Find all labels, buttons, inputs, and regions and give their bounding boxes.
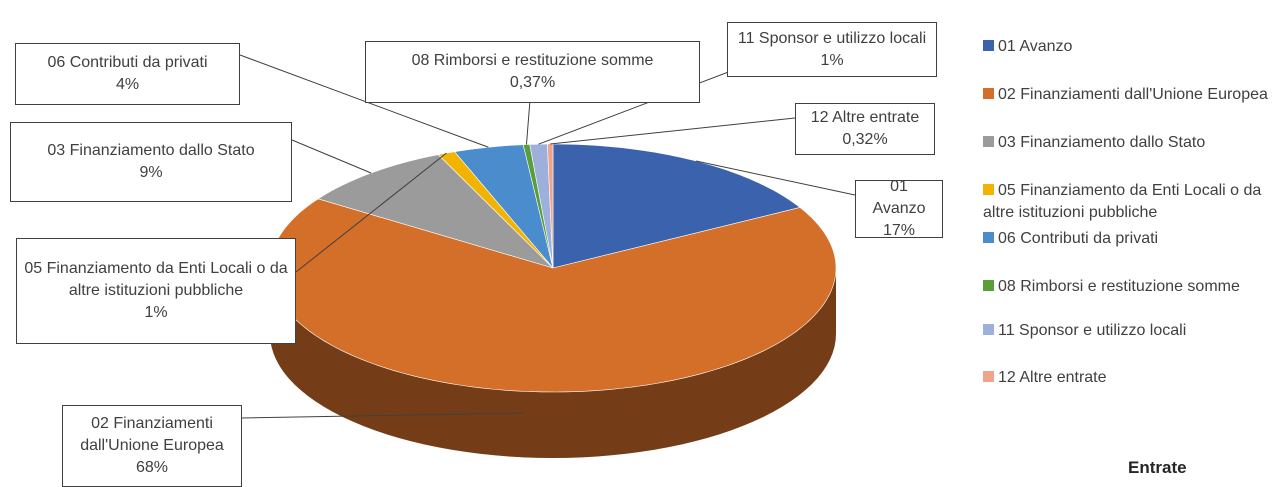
legend-entry: 08 Rimborsi e restituzione somme — [983, 276, 1283, 298]
label-value: 1% — [820, 51, 844, 69]
label-value: 1% — [144, 304, 168, 321]
label-category: 01 Avanzo — [872, 178, 926, 217]
label-value: 0,37% — [509, 74, 556, 91]
label-category: 08 Rimborsi e restituzione somme — [411, 52, 654, 69]
data-label: 11 Sponsor e utilizzo locali 1% — [727, 22, 937, 77]
legend-label: 01 Avanzo — [998, 38, 1073, 55]
label-value: 17% — [882, 222, 916, 239]
legend-swatch — [983, 232, 994, 243]
legend-entry: 12 Altre entrate — [983, 367, 1283, 389]
legend-swatch — [983, 184, 994, 195]
label-value: 9% — [139, 164, 163, 181]
leader-line — [696, 160, 856, 196]
leader-line — [241, 412, 524, 419]
pie-side — [270, 268, 836, 458]
legend-label: 05 Finanziamento da Enti Locali o da alt… — [983, 182, 1262, 221]
legend-swatch — [983, 324, 994, 335]
label-value: 4% — [115, 76, 140, 93]
leader-line — [525, 99, 531, 145]
label-category: 03 Finanziamento dallo Stato — [47, 142, 255, 159]
label-category: 06 Contributi da privati — [47, 54, 208, 71]
label-value: 68% — [135, 459, 169, 476]
label-category: 05 Finanziamento da Enti Locali o da alt… — [24, 260, 288, 299]
legend-label: 03 Finanziamento dallo Stato — [998, 134, 1206, 151]
data-label: 12 Altre entrate 0,32% — [795, 103, 935, 155]
legend-entry: 03 Finanziamento dallo Stato — [983, 132, 1283, 154]
legend-entry: 01 Avanzo — [983, 36, 1283, 58]
leader-line — [550, 117, 796, 145]
chart-title: Entrate — [1128, 458, 1187, 477]
legend-label: 11 Sponsor e utilizzo locali — [998, 322, 1187, 339]
leader-line — [295, 152, 447, 273]
legend-swatch — [983, 280, 994, 291]
data-label: 01 Avanzo 17% — [855, 178, 943, 239]
legend-swatch — [983, 40, 994, 51]
legend-entry: 11 Sponsor e utilizzo locali — [983, 320, 1283, 342]
legend-swatch — [983, 371, 994, 382]
label-category: 02 Finanziamenti dall'Unione Europea — [80, 415, 224, 454]
pie-slice — [552, 143, 801, 269]
legend-entry: 02 Finanziamenti dall'Unione Europea — [983, 84, 1283, 106]
data-label: 03 Finanziamento dallo Stato 9% — [10, 122, 292, 202]
legend-label: 06 Contributi da privati — [998, 230, 1159, 247]
legend-swatch — [983, 88, 994, 99]
legend-entry: 06 Contributi da privati — [983, 228, 1283, 250]
data-label: 06 Contributi da privati 4% — [15, 43, 240, 105]
legend-swatch — [983, 136, 994, 147]
label-category: 11 Sponsor e utilizzo locali — [737, 29, 927, 47]
data-label: 02 Finanziamenti dall'Unione Europea 68% — [62, 405, 242, 487]
legend-entry: 05 Finanziamento da Enti Locali o da alt… — [983, 180, 1283, 224]
data-label: 05 Finanziamento da Enti Locali o da alt… — [16, 238, 296, 344]
legend-label: 02 Finanziamenti dall'Unione Europea — [998, 86, 1268, 103]
label-category: 12 Altre entrate — [810, 109, 920, 126]
leader-line — [239, 54, 489, 148]
pie-slice — [317, 154, 554, 269]
leader-line — [291, 139, 372, 174]
label-value: 0,32% — [842, 131, 888, 148]
legend-label: 08 Rimborsi e restituzione somme — [998, 278, 1240, 295]
data-label: 08 Rimborsi e restituzione somme 0,37% — [365, 41, 700, 103]
legend-label: 12 Altre entrate — [998, 369, 1107, 386]
